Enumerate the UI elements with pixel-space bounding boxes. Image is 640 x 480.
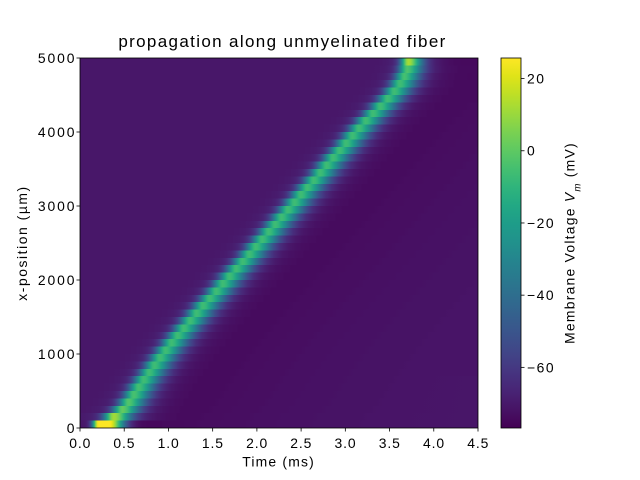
svg-text:x-position (µm): x-position (µm) [14, 185, 30, 300]
svg-text:0.0: 0.0 [69, 435, 91, 451]
svg-text:3.0: 3.0 [335, 435, 357, 451]
svg-text:1.5: 1.5 [202, 435, 224, 451]
svg-text:propagation along unmyelinated: propagation along unmyelinated fiber [118, 32, 446, 51]
svg-text:1.0: 1.0 [158, 435, 180, 451]
svg-text:0.5: 0.5 [113, 435, 135, 451]
svg-text:4000: 4000 [38, 124, 77, 140]
svg-text:−40: −40 [527, 287, 555, 303]
svg-text:0: 0 [527, 143, 536, 159]
svg-text:−60: −60 [527, 359, 555, 375]
svg-text:5000: 5000 [38, 50, 77, 66]
svg-text:3000: 3000 [38, 198, 77, 214]
svg-text:2000: 2000 [38, 272, 77, 288]
svg-text:4.0: 4.0 [423, 435, 445, 451]
svg-text:4.5: 4.5 [467, 435, 489, 451]
svg-text:3.5: 3.5 [379, 435, 401, 451]
svg-text:−20: −20 [527, 215, 555, 231]
svg-text:2.0: 2.0 [246, 435, 268, 451]
svg-text:0: 0 [67, 420, 77, 436]
svg-text:Time (ms): Time (ms) [242, 454, 315, 470]
svg-text:20: 20 [527, 70, 545, 86]
svg-text:2.5: 2.5 [290, 435, 312, 451]
svg-text:1000: 1000 [38, 346, 77, 362]
